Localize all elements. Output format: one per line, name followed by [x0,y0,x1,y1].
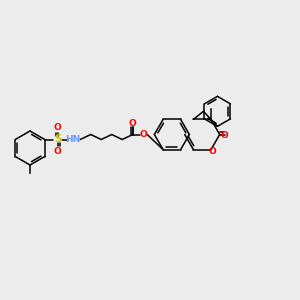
Text: S: S [54,134,62,145]
Text: O: O [140,130,148,139]
Text: O: O [129,119,136,128]
Text: HN: HN [65,135,80,144]
Text: O: O [221,131,229,140]
Text: O: O [54,146,61,155]
Text: O: O [54,124,61,133]
Text: O: O [208,147,216,156]
